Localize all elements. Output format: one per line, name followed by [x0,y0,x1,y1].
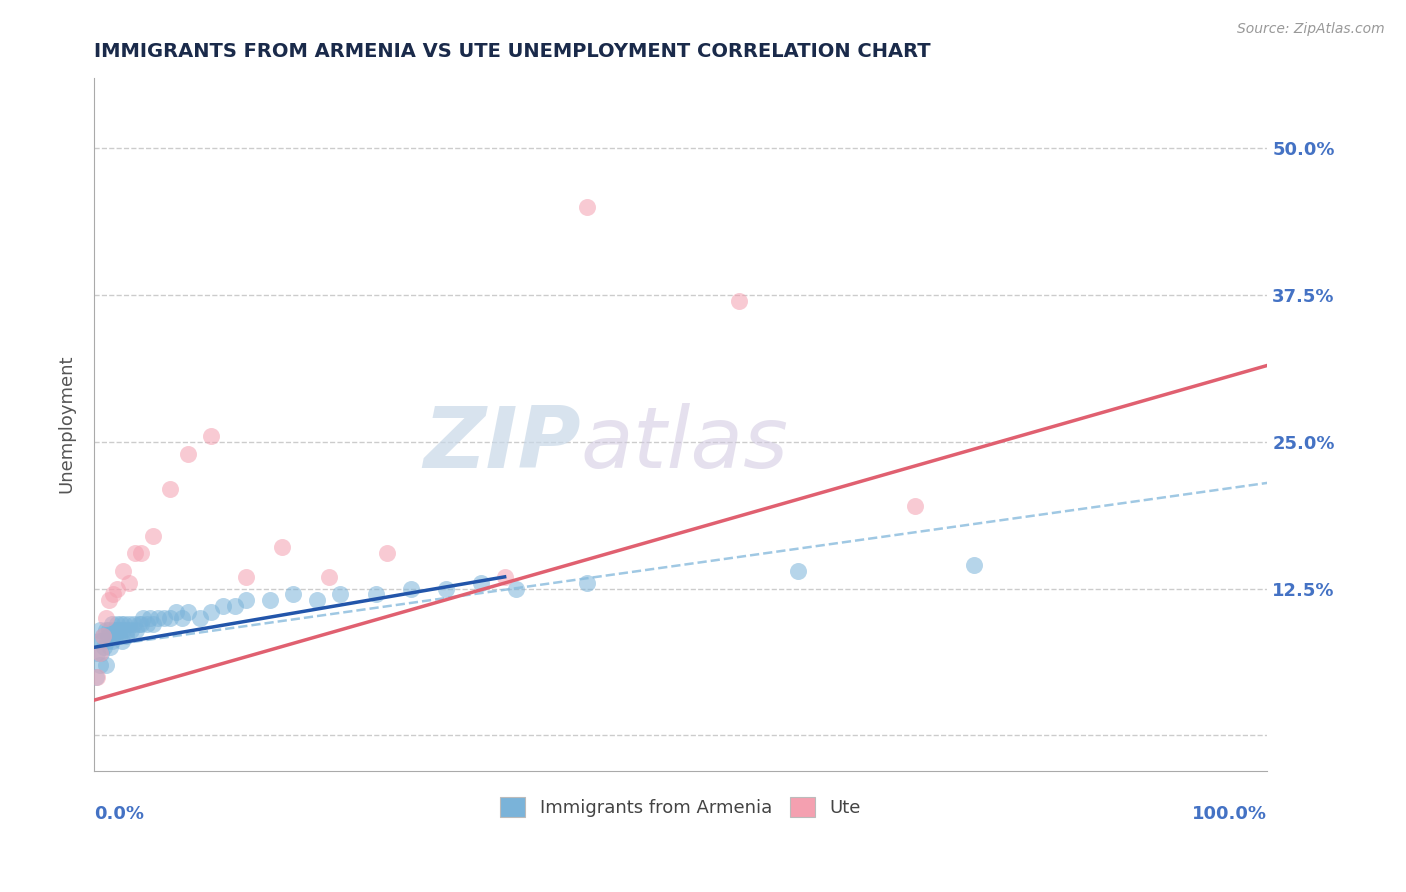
Point [94,657,117,672]
Point [142,616,165,631]
Point [84,670,107,684]
Point [94,623,117,637]
Point [375,546,398,560]
Point [91,629,114,643]
Point [112,564,135,578]
Point [139,611,162,625]
Point [101,629,124,643]
Point [97,629,120,643]
Point [235,570,257,584]
Point [86,670,108,684]
Point [177,605,200,619]
Y-axis label: Unemployment: Unemployment [58,355,75,493]
Point [114,616,136,631]
Point [153,611,176,625]
Point [132,611,155,625]
Point [129,546,152,560]
Point [494,570,516,584]
Point [235,593,257,607]
Point [122,616,145,631]
Point [110,616,132,631]
Point [115,623,138,637]
Point [434,582,457,596]
Point [904,500,927,514]
Point [114,629,136,643]
Point [94,611,117,625]
Point [98,640,121,655]
Point [101,587,124,601]
Point [399,582,422,596]
Point [90,646,112,660]
Text: IMMIGRANTS FROM ARMENIA VS UTE UNEMPLOYMENT CORRELATION CHART: IMMIGRANTS FROM ARMENIA VS UTE UNEMPLOYM… [94,42,931,61]
Point [575,200,598,214]
Point [142,529,165,543]
Point [364,587,387,601]
Point [107,629,129,643]
Text: ZIP: ZIP [423,403,581,486]
Legend: Immigrants from Armenia, Ute: Immigrants from Armenia, Ute [494,789,869,824]
Point [165,605,187,619]
Point [112,623,135,637]
Point [87,634,110,648]
Point [103,623,125,637]
Point [963,558,986,573]
Point [135,616,157,631]
Point [111,634,134,648]
Point [100,616,122,631]
Point [270,541,292,555]
Point [118,575,141,590]
Text: Source: ZipAtlas.com: Source: ZipAtlas.com [1237,22,1385,37]
Point [121,623,143,637]
Point [259,593,281,607]
Point [91,634,114,648]
Point [177,446,200,460]
Point [470,575,492,590]
Point [86,646,108,660]
Point [224,599,246,614]
Point [159,611,181,625]
Point [105,616,128,631]
Point [128,616,150,631]
Point [787,564,810,578]
Point [129,616,152,631]
Point [89,646,111,660]
Point [124,546,146,560]
Point [200,605,222,619]
Point [98,623,121,637]
Point [98,593,121,607]
Point [159,482,181,496]
Point [105,582,128,596]
Text: 0.0%: 0.0% [94,805,143,823]
Point [728,293,751,308]
Point [118,616,141,631]
Point [575,575,598,590]
Point [200,429,222,443]
Point [170,611,193,625]
Point [91,629,114,643]
Point [212,599,235,614]
Point [105,623,128,637]
Point [283,587,305,601]
Point [104,629,127,643]
Point [89,657,111,672]
Point [305,593,328,607]
Point [188,611,211,625]
Point [148,611,170,625]
Point [125,623,148,637]
Text: 100.0%: 100.0% [1192,805,1267,823]
Point [505,582,527,596]
Point [100,634,122,648]
Point [93,640,115,655]
Point [108,623,131,637]
Point [329,587,352,601]
Point [318,570,340,584]
Point [89,623,111,637]
Text: atlas: atlas [581,403,789,486]
Point [96,634,118,648]
